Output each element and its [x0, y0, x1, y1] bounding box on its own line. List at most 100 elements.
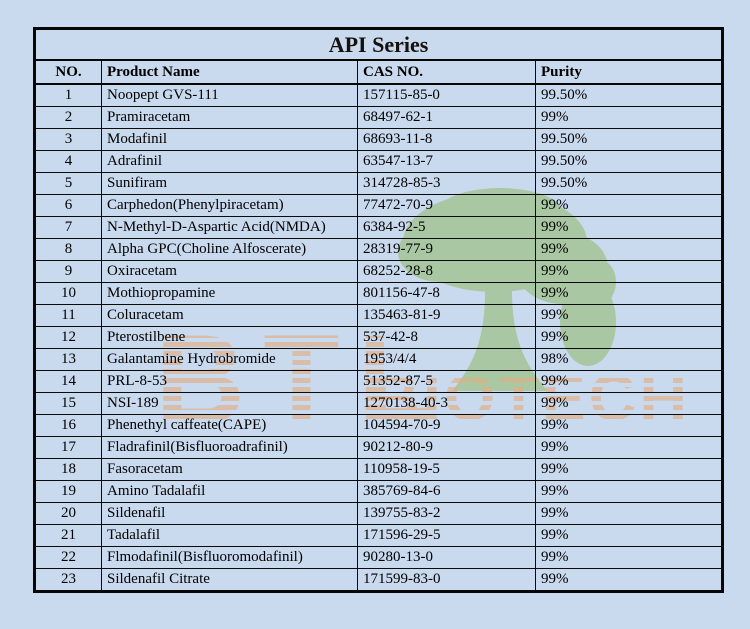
cell-purity: 99%: [534, 304, 724, 327]
cell-cas: 139755-83-2: [357, 502, 536, 525]
cell-purity: 99%: [534, 436, 724, 459]
cell-purity: 99%: [534, 216, 724, 239]
cell-product: NSI-189: [101, 392, 358, 415]
cell-purity: 98%: [534, 348, 724, 371]
cell-cas: 135463-81-9: [357, 304, 536, 327]
table-row: 5 Sunifiram 314728-85-3 99.50%: [34, 172, 724, 195]
cell-cas: 63547-13-7: [357, 150, 536, 173]
cell-purity: 99%: [534, 194, 724, 217]
table-row: 15 NSI-189 1270138-40-3 99%: [34, 392, 724, 415]
cell-cas: 1270138-40-3: [357, 392, 536, 415]
cell-product: Fladrafinil(Bisfluoroadrafinil): [101, 436, 358, 459]
table-row: 18 Fasoracetam 110958-19-5 99%: [34, 458, 724, 481]
cell-no: 4: [34, 150, 102, 173]
cell-purity: 99.50%: [534, 150, 724, 173]
cell-purity: 99%: [534, 546, 724, 569]
cell-product: Adrafinil: [101, 150, 358, 173]
table-row: 22 Flmodafinil(Bisfluoromodafinil) 90280-1…: [34, 546, 724, 569]
cell-no: 17: [34, 436, 102, 459]
cell-cas: 385769-84-6: [357, 480, 536, 503]
cell-no: 7: [34, 216, 102, 239]
cell-no: 10: [34, 282, 102, 305]
cell-purity: 99.50%: [534, 128, 724, 151]
cell-cas: 6384-92-5: [357, 216, 536, 239]
cell-purity: 99%: [534, 260, 724, 283]
cell-product: Galantamine Hydrobromide: [101, 348, 358, 371]
cell-product: Oxiracetam: [101, 260, 358, 283]
cell-product: Fasoracetam: [101, 458, 358, 481]
cell-no: 6: [34, 194, 102, 217]
cell-no: 2: [34, 106, 102, 129]
cell-product: Carphedon(Phenylpiracetam): [101, 194, 358, 217]
table-row: 13 Galantamine Hydrobromide 1953/4/4 98%: [34, 348, 724, 371]
cell-cas: 157115-85-0: [357, 83, 536, 107]
cell-purity: 99%: [534, 326, 724, 349]
cell-no: 18: [34, 458, 102, 481]
cell-no: 22: [34, 546, 102, 569]
cell-no: 5: [34, 172, 102, 195]
cell-purity: 99%: [534, 370, 724, 393]
cell-no: 20: [34, 502, 102, 525]
table-row: 3 Modafinil 68693-11-8 99.50%: [34, 128, 724, 151]
cell-product: Sildenafil: [101, 502, 358, 525]
cell-purity: 99%: [534, 502, 724, 525]
cell-cas: 171599-83-0: [357, 568, 536, 592]
cell-product: Pterostilbene: [101, 326, 358, 349]
table-row: 8 Alpha GPC(Choline Alfoscerate) 28319-77-…: [34, 238, 724, 261]
cell-no: 3: [34, 128, 102, 151]
cell-product: Mothiopropamine: [101, 282, 358, 305]
cell-no: 8: [34, 238, 102, 261]
table-header-row: NO. Product Name CAS NO. Purity: [34, 59, 724, 85]
table-row: 17 Fladrafinil(Bisfluoroadrafinil) 90212-8…: [34, 436, 724, 459]
cell-cas: 1953/4/4: [357, 348, 536, 371]
table-row: 9 Oxiracetam 68252-28-8 99%: [34, 260, 724, 283]
cell-purity: 99%: [534, 414, 724, 437]
cell-purity: 99%: [534, 238, 724, 261]
table-row: 14 PRL-8-53 51352-87-5 99%: [34, 370, 724, 393]
table-row: 12 Pterostilbene 537-42-8 99%: [34, 326, 724, 349]
cell-no: 15: [34, 392, 102, 415]
cell-product: Sunifiram: [101, 172, 358, 195]
column-header-no: NO.: [34, 59, 102, 85]
cell-cas: 77472-70-9: [357, 194, 536, 217]
cell-product: Coluracetam: [101, 304, 358, 327]
cell-no: 19: [34, 480, 102, 503]
cell-cas: 68497-62-1: [357, 106, 536, 129]
cell-no: 12: [34, 326, 102, 349]
cell-purity: 99.50%: [534, 83, 724, 107]
cell-product: Flmodafinil(Bisfluoromodafinil): [101, 546, 358, 569]
column-header-purity: Purity: [534, 59, 724, 85]
cell-no: 23: [34, 568, 102, 592]
cell-cas: 90280-13-0: [357, 546, 536, 569]
api-series-table: API Series NO. Product Name CAS NO. Purity …: [33, 27, 725, 593]
cell-product: Sildenafil Citrate: [101, 568, 358, 592]
table-row: 23 Sildenafil Citrate 171599-83-0 99%: [34, 568, 724, 592]
cell-cas: 104594-70-9: [357, 414, 536, 437]
cell-purity: 99%: [534, 106, 724, 129]
cell-purity: 99%: [534, 524, 724, 547]
cell-cas: 537-42-8: [357, 326, 536, 349]
cell-product: N-Methyl-D-Aspartic Acid(NMDA): [101, 216, 358, 239]
cell-cas: 90212-80-9: [357, 436, 536, 459]
column-header-product: Product Name: [101, 59, 358, 85]
cell-product: Pramiracetam: [101, 106, 358, 129]
cell-cas: 28319-77-9: [357, 238, 536, 261]
cell-no: 13: [34, 348, 102, 371]
table-row: 10 Mothiopropamine 801156-47-8 99%: [34, 282, 724, 305]
cell-cas: 171596-29-5: [357, 524, 536, 547]
cell-product: Tadalafil: [101, 524, 358, 547]
table-row: 21 Tadalafil 171596-29-5 99%: [34, 524, 724, 547]
cell-no: 11: [34, 304, 102, 327]
cell-cas: 314728-85-3: [357, 172, 536, 195]
cell-cas: 68693-11-8: [357, 128, 536, 151]
table-row: 11 Coluracetam 135463-81-9 99%: [34, 304, 724, 327]
cell-purity: 99%: [534, 480, 724, 503]
cell-purity: 99%: [534, 392, 724, 415]
cell-no: 21: [34, 524, 102, 547]
cell-product: Modafinil: [101, 128, 358, 151]
table-row: 16 Phenethyl caffeate(CAPE) 104594-70-9 99%: [34, 414, 724, 437]
cell-purity: 99%: [534, 568, 724, 592]
cell-product: PRL-8-53: [101, 370, 358, 393]
table-row: 19 Amino Tadalafil 385769-84-6 99%: [34, 480, 724, 503]
